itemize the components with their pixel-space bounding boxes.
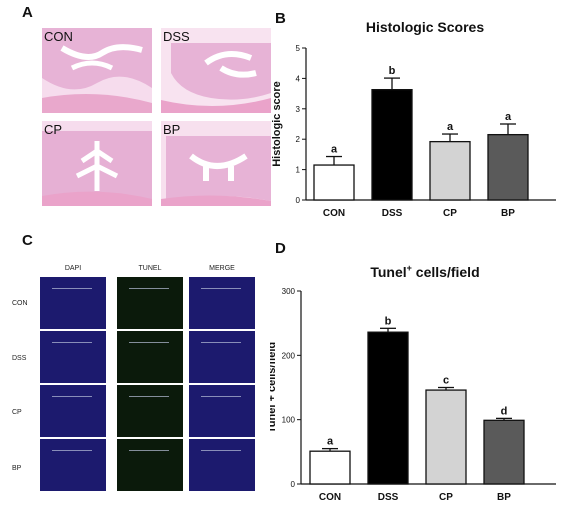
fluorescence-tile-tunel xyxy=(117,331,183,383)
histology-label: CP xyxy=(44,122,63,137)
histology-label: CON xyxy=(44,29,73,44)
significance-label: a xyxy=(331,144,338,156)
histology-image-bp: BP xyxy=(161,121,271,206)
fluorescence-tile-dapi xyxy=(40,331,106,383)
fluorescence-tile-merge xyxy=(189,385,255,437)
y-tick-label: 300 xyxy=(282,287,296,296)
title-rest: cells/field xyxy=(412,264,480,280)
scale-bar xyxy=(201,288,241,289)
bar-cp xyxy=(425,389,467,485)
y-tick-label: 0 xyxy=(296,196,301,205)
scale-bar xyxy=(201,342,241,343)
significance-label: a xyxy=(447,121,454,133)
fluorescence-tile-merge xyxy=(189,439,255,491)
row-label-dss: DSS xyxy=(12,355,27,362)
y-tick-label: 1 xyxy=(296,166,301,175)
row-label-cp: CP xyxy=(12,409,22,416)
fluorescence-tile-dapi xyxy=(40,439,106,491)
x-tick-label: CP xyxy=(439,492,453,503)
chart-title: Histologic Scores xyxy=(366,19,484,35)
scale-bar xyxy=(129,396,169,397)
significance-label: a xyxy=(327,436,334,448)
x-tick-label: CON xyxy=(323,208,345,219)
chart-title: Tunel+ cells/field xyxy=(370,263,479,280)
y-tick-label: 200 xyxy=(282,351,296,360)
bar-bp xyxy=(483,419,525,485)
significance-label: b xyxy=(389,65,396,77)
x-tick-label: DSS xyxy=(378,492,399,503)
scale-bar xyxy=(201,396,241,397)
histologic-scores-chart: Histologic Scores Histologic score 0 1 2 3 4… xyxy=(271,19,556,219)
significance-label: b xyxy=(385,315,392,327)
bar-con xyxy=(309,450,351,485)
x-tick-label: DSS xyxy=(382,208,403,219)
significance-label: d xyxy=(501,405,508,417)
bar-dss xyxy=(367,331,409,485)
panel-letter-c: C xyxy=(22,232,33,249)
y-tick-label: 4 xyxy=(296,74,301,83)
panel-letter-d: D xyxy=(275,240,286,257)
panel-letter-b: B xyxy=(275,10,286,27)
fluorescence-tile-tunel xyxy=(117,277,183,329)
bar-dss xyxy=(371,88,413,201)
x-tick-label: CP xyxy=(443,208,457,219)
scale-bar xyxy=(52,396,92,397)
scale-bar xyxy=(52,342,92,343)
title-sup: + xyxy=(407,263,412,273)
y-tick-label: 0 xyxy=(291,480,296,489)
column-header-merge: MERGE xyxy=(209,265,235,272)
histology-label: DSS xyxy=(163,29,190,44)
y-tick-label: 5 xyxy=(296,44,301,53)
bar-cp xyxy=(429,140,471,201)
scale-bar xyxy=(129,288,169,289)
fluorescence-tile-merge xyxy=(189,277,255,329)
fluorescence-tile-tunel xyxy=(117,385,183,437)
panel-letter-a: A xyxy=(22,4,33,21)
scale-bar xyxy=(52,288,92,289)
y-axis-label: Histologic score xyxy=(271,81,283,167)
scale-bar xyxy=(201,450,241,451)
histology-label: BP xyxy=(163,122,181,137)
histology-image-cp: CP xyxy=(42,121,152,206)
scale-bar xyxy=(129,450,169,451)
scale-bar xyxy=(52,450,92,451)
row-label-con: CON xyxy=(12,300,28,307)
bar-bp xyxy=(487,133,529,201)
tunel-cells-chart: Tunel+ cells/field Tunel + cells/field 0… xyxy=(270,263,556,503)
fluorescence-tile-dapi xyxy=(40,277,106,329)
x-tick-label: BP xyxy=(501,208,515,219)
column-header-dapi: DAPI xyxy=(64,265,82,272)
y-tick-label: 2 xyxy=(296,135,301,144)
scale-bar xyxy=(129,342,169,343)
significance-label: a xyxy=(505,111,512,123)
y-tick-label: 3 xyxy=(296,105,301,114)
column-header-tunel: TUNEL xyxy=(138,265,162,272)
row-label-bp: BP xyxy=(12,465,22,472)
histology-image-dss: DSS xyxy=(161,28,271,113)
fluorescence-tile-merge xyxy=(189,331,255,383)
fluorescence-tile-tunel xyxy=(117,439,183,491)
bar-con xyxy=(313,164,355,201)
histology-image-con: CON xyxy=(42,28,152,113)
title-main: Tunel xyxy=(370,264,406,280)
fluorescence-tile-dapi xyxy=(40,385,106,437)
x-tick-label: CON xyxy=(319,492,341,503)
significance-label: c xyxy=(443,375,449,387)
y-tick-label: 100 xyxy=(282,416,296,425)
x-tick-label: BP xyxy=(497,492,511,503)
y-axis-label: Tunel + cells/field xyxy=(270,342,278,433)
